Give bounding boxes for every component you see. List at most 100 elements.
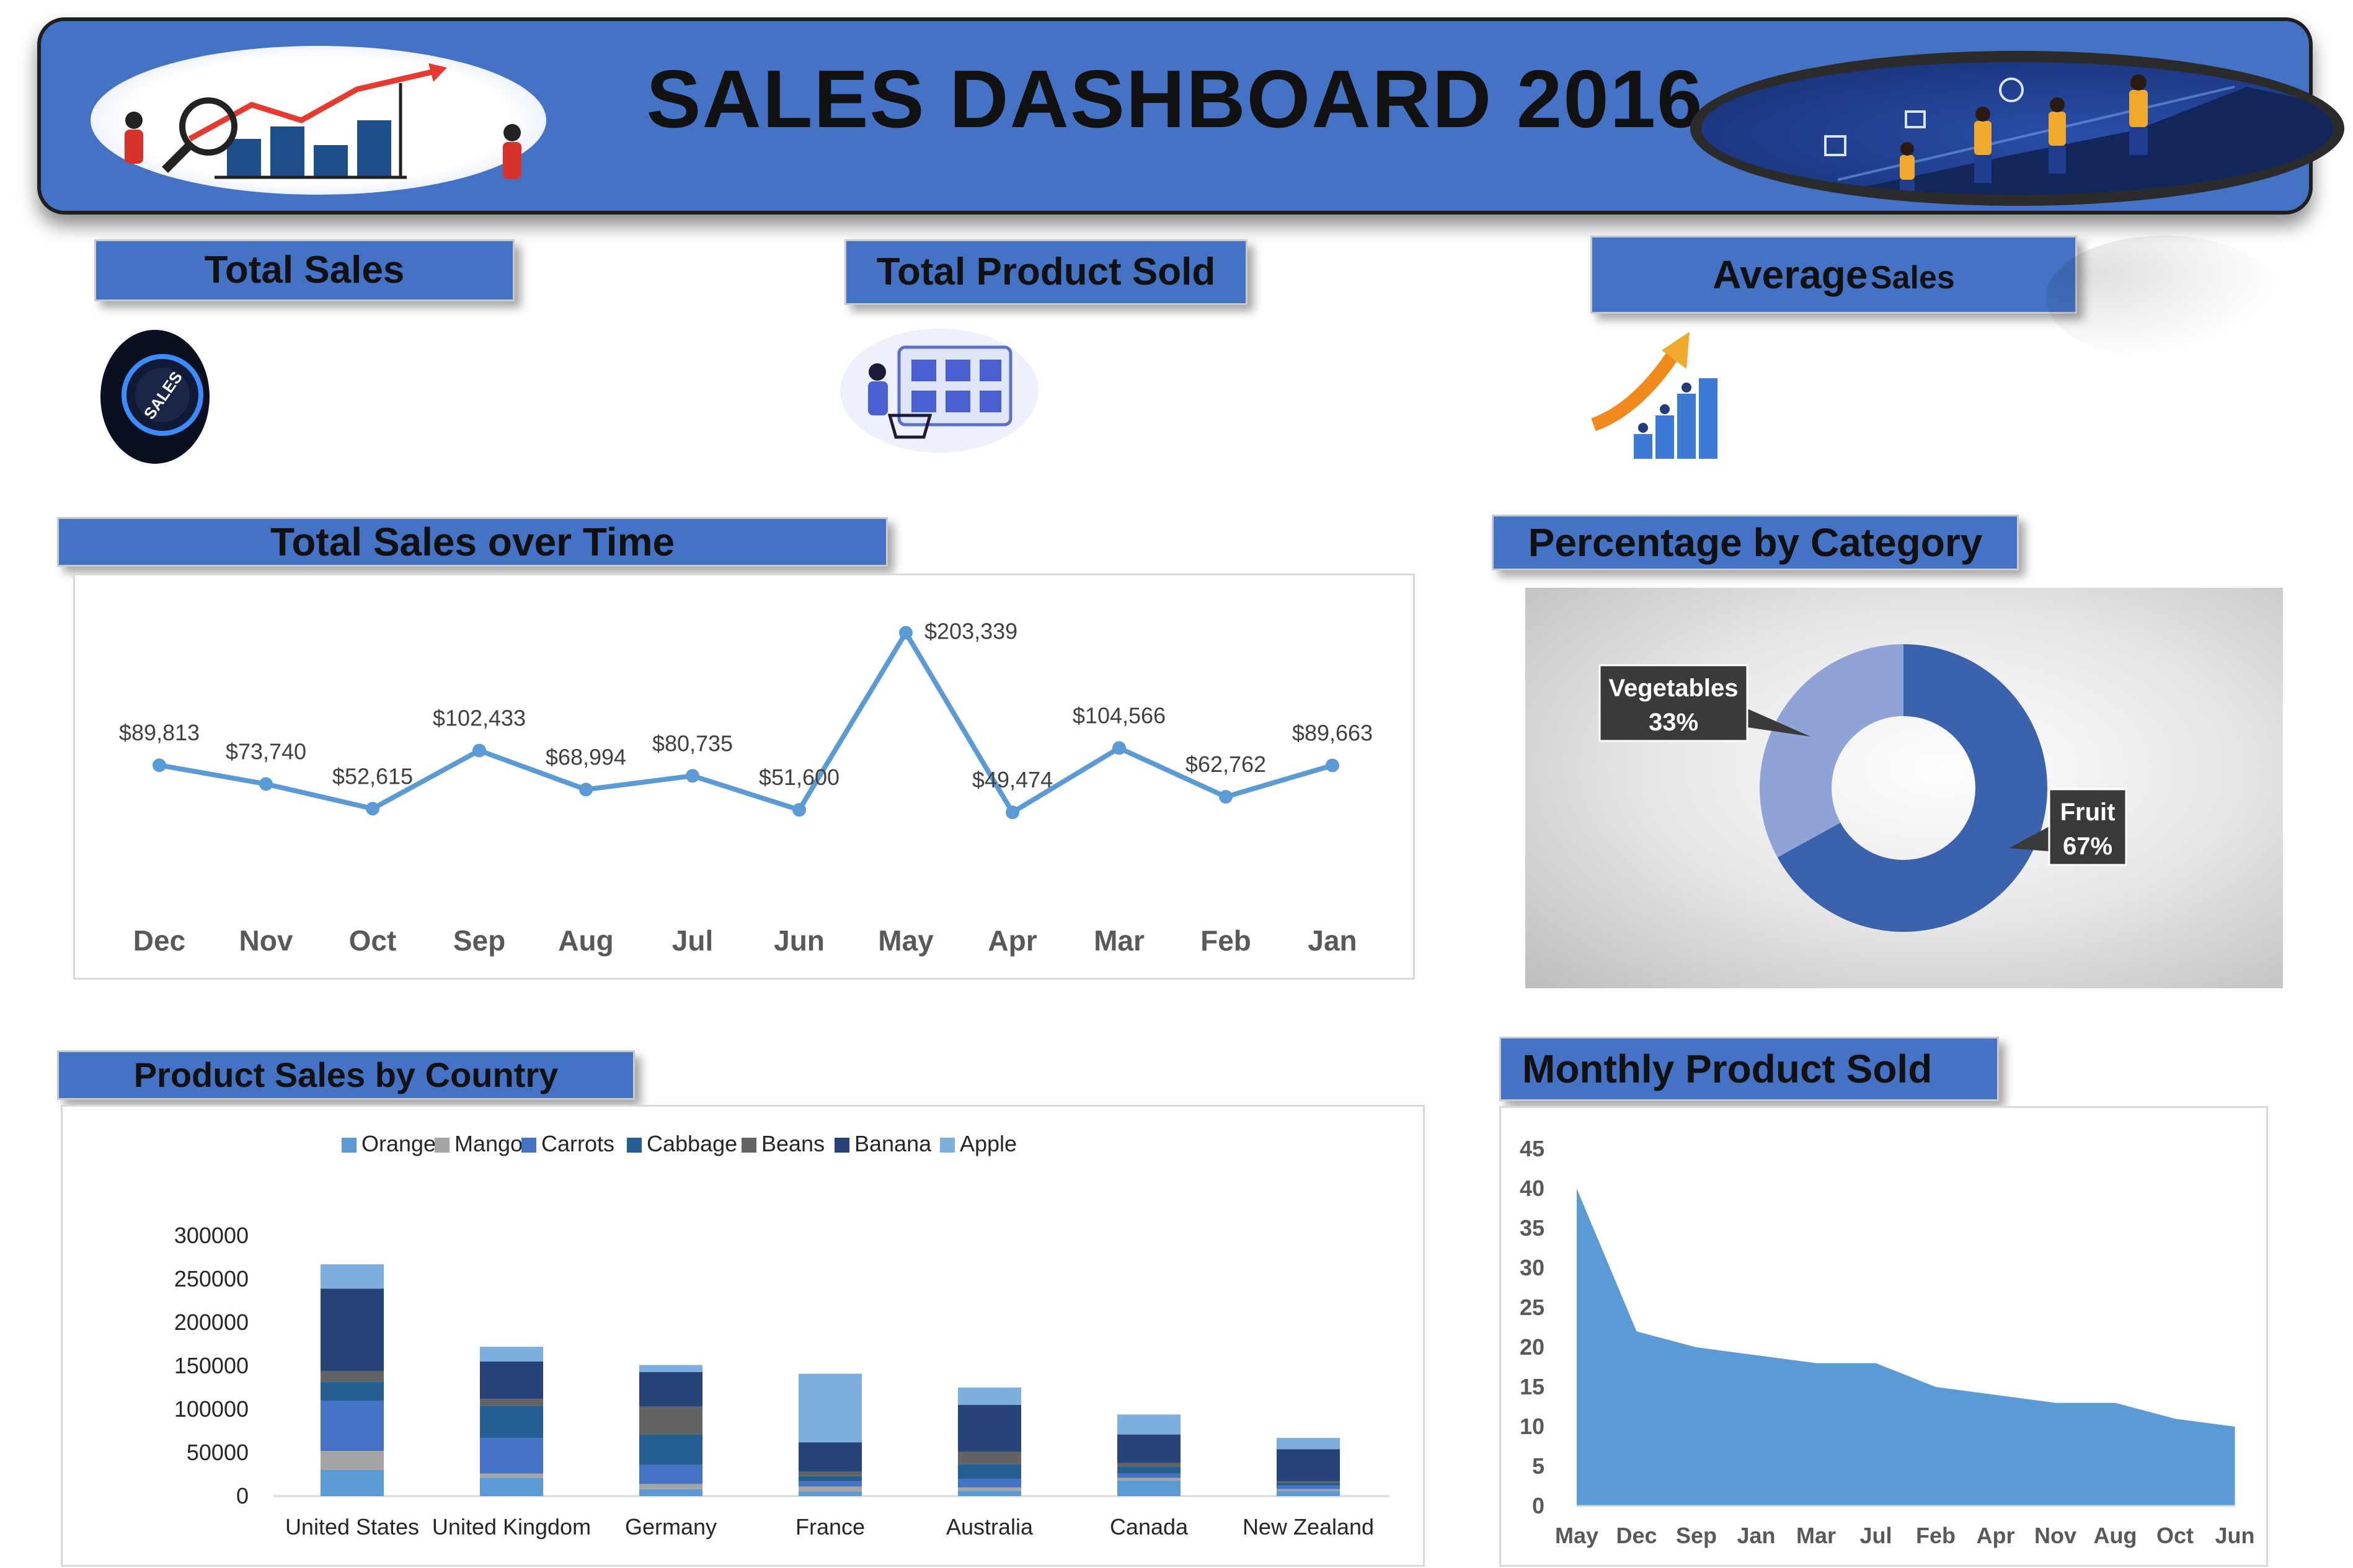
- bar-segment-beans: [480, 1399, 543, 1406]
- legend-label-banana: Banana: [854, 1131, 932, 1156]
- sales-x-tick: Oct: [349, 924, 397, 957]
- bar-x-tick: Germany: [625, 1514, 717, 1539]
- bar-segment-carrots: [958, 1479, 1021, 1487]
- area-y-tick: 40: [1520, 1176, 1544, 1201]
- bar-segment-apple: [639, 1365, 702, 1372]
- sales-data-label: $73,740: [226, 738, 306, 764]
- bar-segment-banana: [1117, 1434, 1181, 1463]
- area-chart-panel: 0 5 10 15 20 25 30 35 40 45 May Dec Sep Jan Mar Jul Feb A…: [1499, 1106, 2268, 1567]
- callout-pointer-fruit: [2009, 826, 2049, 851]
- sales-point-aug: [579, 782, 593, 797]
- legend-label-apple: Apple: [960, 1131, 1017, 1156]
- section-title-sales-over-time: Total Sales over Time: [57, 517, 888, 567]
- bar-segment-carrots: [639, 1464, 702, 1484]
- team-climbing-illustration: [1690, 51, 2344, 206]
- bar-segment-carrots: [321, 1401, 384, 1451]
- bar-segment-carrots: [799, 1481, 862, 1487]
- sales-dial-icon: SALES: [93, 326, 217, 468]
- kpi-average-sales-small: Sales: [1870, 260, 1955, 296]
- sales-x-tick: Dec: [133, 924, 185, 957]
- sales-data-label: $52,615: [332, 763, 413, 789]
- bar-segment-beans: [639, 1406, 702, 1435]
- legend-swatch-mango: [435, 1138, 450, 1153]
- bar-segment-orange: [1117, 1480, 1181, 1496]
- sales-x-tick: Sep: [453, 924, 505, 957]
- bar-x-tick: United States: [285, 1514, 419, 1539]
- stacked-bar-chart: Orange Mango Carrots Cabbage Beans Banana Appl…: [174, 1131, 1389, 1539]
- area-y-tick: 5: [1532, 1453, 1544, 1479]
- bar-segment-mango: [639, 1484, 702, 1489]
- legend-label-mango: Mango: [454, 1131, 523, 1156]
- kpi-average-sales-main: Average: [1713, 252, 1868, 297]
- sales-point-may: [899, 626, 913, 640]
- area-x-tick: Mar: [1796, 1523, 1836, 1548]
- legend-swatch-banana: [835, 1138, 849, 1153]
- sales-data-label: $203,339: [924, 619, 1017, 644]
- bar-segment-cabbage: [1117, 1466, 1181, 1474]
- sales-x-tick: Feb: [1200, 924, 1251, 957]
- bar-segment-mango: [958, 1487, 1021, 1491]
- sales-x-tick: Nov: [239, 924, 293, 957]
- bar-y-tick: 150000: [174, 1353, 249, 1378]
- header-banner: SALES DASHBOARD 2016: [37, 17, 2344, 215]
- area-x-tick: Sep: [1676, 1523, 1717, 1548]
- bar-segment-mango: [480, 1473, 543, 1478]
- section-title-percentage-by-category: Percentage by Category: [1492, 515, 2019, 570]
- bar-segment-beans: [958, 1451, 1021, 1464]
- bar-y-tick: 0: [236, 1483, 249, 1508]
- bar-chart-panel: Orange Mango Carrots Cabbage Beans Banana Appl…: [61, 1105, 1425, 1567]
- bar-segment-cabbage: [958, 1464, 1021, 1479]
- bar-segment-cabbage: [799, 1476, 862, 1482]
- sales-x-tick: Jul: [672, 924, 713, 957]
- bar-y-tick: 100000: [174, 1396, 249, 1422]
- callout-box-fruit: [2048, 788, 2127, 866]
- sales-line-series: [159, 627, 1334, 816]
- bar-segment-mango: [1117, 1477, 1181, 1481]
- section-title-monthly-product-sold: Monthly Product Sold: [1499, 1037, 1999, 1101]
- area-y-tick: 10: [1520, 1414, 1544, 1439]
- legend-swatch-orange: [342, 1138, 357, 1153]
- bar-segment-beans: [321, 1371, 384, 1382]
- sales-x-tick: Aug: [558, 924, 613, 957]
- sales-data-label: $62,762: [1185, 751, 1266, 777]
- sales-point-sep: [472, 743, 486, 758]
- legend-label-beans: Beans: [761, 1131, 825, 1156]
- area-x-tick: Dec: [1616, 1523, 1657, 1548]
- bar-segment-apple: [958, 1388, 1021, 1405]
- callout-name-fruit: Fruit: [2060, 799, 2116, 826]
- area-y-tick: 15: [1520, 1374, 1544, 1399]
- bar-segment-orange: [639, 1489, 702, 1496]
- bar-segment-beans: [1117, 1463, 1181, 1467]
- kpi-average-sales-label: Average Sales: [1590, 236, 2077, 314]
- dashboard-title: SALES DASHBOARD 2016: [646, 53, 1704, 144]
- area-x-tick: Oct: [2156, 1523, 2194, 1548]
- sales-x-tick: Jun: [774, 924, 825, 957]
- bar-x-tick: France: [795, 1514, 865, 1539]
- callout-box-vegetables: [1598, 664, 1748, 742]
- bar-segment-banana: [639, 1371, 702, 1407]
- sales-point-jan: [1326, 758, 1339, 773]
- bar-y-tick: 250000: [174, 1266, 249, 1291]
- bar-x-tick: New Zealand: [1243, 1514, 1374, 1539]
- sales-point-feb: [1219, 790, 1233, 804]
- online-shopping-icon: [837, 322, 1042, 456]
- bar-segment-beans: [1277, 1481, 1340, 1483]
- sales-x-tick: Jan: [1308, 924, 1357, 957]
- bar-segment-apple: [1277, 1438, 1340, 1450]
- bar-segment-carrots: [1277, 1486, 1340, 1489]
- area-x-tick: Jul: [1859, 1523, 1892, 1548]
- donut-chart: Fruit 67% Vegetables 33%: [1598, 644, 2127, 932]
- area-x-tick: Feb: [1916, 1523, 1956, 1548]
- growth-arrow-icon: [1587, 322, 1742, 471]
- line-chart: $89,813 Dec $73,740 Nov $52,615 Oct $102,433 Se…: [119, 619, 1373, 957]
- sales-x-tick: Apr: [988, 924, 1037, 957]
- area-x-tick: Jun: [2215, 1523, 2254, 1548]
- bar-x-tick: Australia: [946, 1514, 1034, 1539]
- sales-data-label: $68,994: [546, 744, 626, 769]
- sales-point-oct: [366, 802, 379, 816]
- sales-data-label: $49,474: [972, 767, 1053, 792]
- legend-swatch-beans: [742, 1138, 756, 1153]
- bar-x-tick: Canada: [1110, 1514, 1189, 1539]
- donut-slice-fruit: [1777, 644, 2047, 932]
- area-y-tick: 35: [1520, 1215, 1544, 1241]
